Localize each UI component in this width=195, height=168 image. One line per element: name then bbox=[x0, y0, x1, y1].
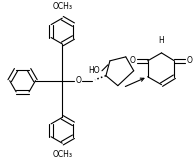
Text: H: H bbox=[159, 36, 164, 45]
Text: OCH₃: OCH₃ bbox=[52, 150, 72, 159]
Text: HO: HO bbox=[88, 66, 100, 75]
Text: O: O bbox=[75, 76, 81, 85]
Text: O: O bbox=[186, 56, 192, 65]
Text: OCH₃: OCH₃ bbox=[52, 2, 72, 11]
Text: O: O bbox=[130, 56, 136, 65]
